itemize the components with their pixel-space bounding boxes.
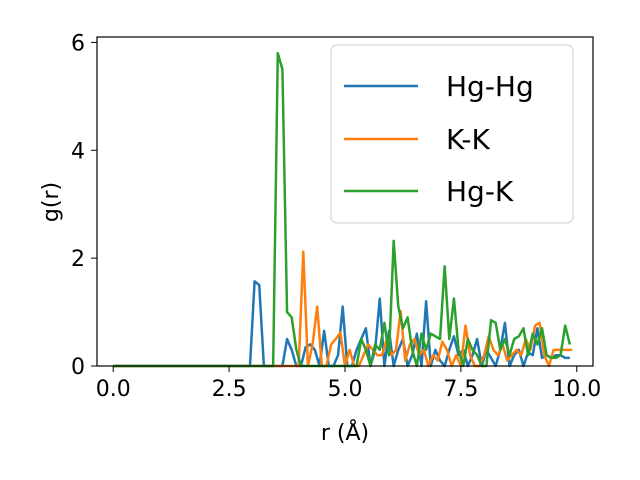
y-tick-label: 6 [71, 31, 85, 56]
x-tick-label: 0.0 [96, 377, 131, 402]
series-line-k-k [113, 250, 573, 368]
legend-label-hg-k: Hg-K [446, 175, 514, 208]
legend-label-hg-hg: Hg-Hg [446, 70, 534, 103]
x-tick-label: 2.5 [212, 377, 247, 402]
legend-label-k-k: K-K [446, 123, 491, 156]
legend-box [330, 44, 574, 224]
legend: Hg-Hg K-K Hg-K [330, 44, 574, 224]
x-axis-ticks: 0.0 2.5 5.0 7.5 10.0 [96, 366, 601, 402]
y-tick-label: 0 [71, 355, 85, 380]
x-tick-label: 10.0 [552, 377, 601, 402]
y-axis-title: g(r) [39, 182, 64, 222]
legend-entries: Hg-Hg K-K Hg-K [344, 70, 534, 208]
x-tick-label: 5.0 [328, 377, 363, 402]
y-tick-label: 4 [71, 139, 85, 164]
x-axis-title: r (Å) [321, 419, 369, 446]
x-tick-label: 7.5 [443, 377, 478, 402]
y-axis-ticks: 0 2 4 6 [71, 31, 97, 380]
y-tick-label: 2 [71, 247, 85, 272]
